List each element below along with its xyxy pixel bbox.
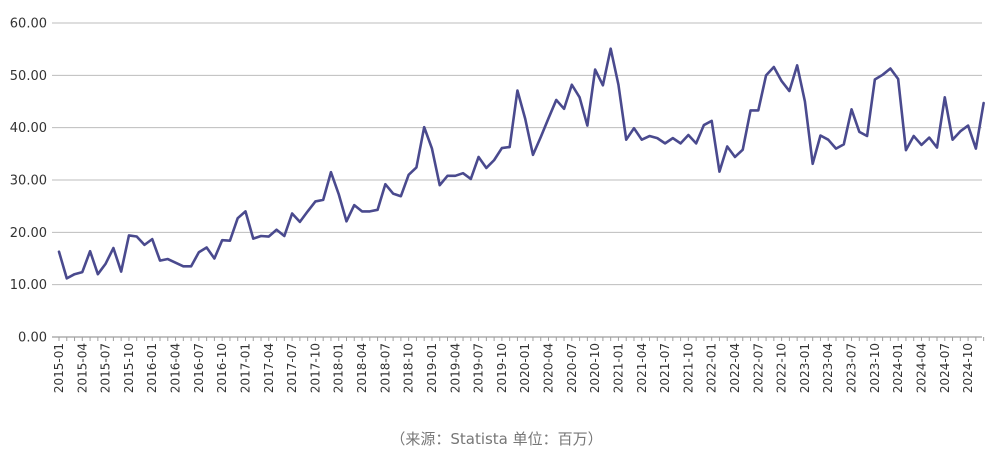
x-tick-label: 2018-10: [402, 343, 416, 393]
x-tick-label: 2018-04: [355, 343, 369, 393]
x-tick-label: 2019-01: [425, 343, 439, 393]
x-tick-label: 2018-07: [378, 343, 392, 393]
x-tick-label: 2024-10: [961, 343, 975, 393]
x-tick-label: 2020-07: [565, 343, 579, 393]
x-tick-label: 2015-10: [122, 343, 136, 393]
series-line: [57, 47, 985, 280]
x-tick-label: 2021-04: [635, 343, 649, 393]
x-axis: [52, 336, 985, 341]
x-tick-label: 2020-04: [542, 343, 556, 393]
x-tick-label: 2015-01: [52, 343, 66, 393]
x-tick-label: 2024-04: [914, 343, 928, 393]
x-tick-label: 2017-01: [238, 343, 252, 393]
x-tick-label: 2019-04: [448, 343, 462, 393]
x-tick-label: 2022-07: [751, 343, 765, 393]
x-tick-label: 2015-07: [99, 343, 113, 393]
x-tick-label: 2018-01: [332, 343, 346, 393]
x-tick-label: 2023-07: [845, 343, 859, 393]
x-tick-label: 2020-01: [518, 343, 532, 393]
x-tick-label: 2023-10: [868, 343, 882, 393]
x-axis-ticks: 2015-01 2015-04 2015-07 2015-10 2016-01 2016-…: [52, 343, 975, 393]
x-tick-label: 2016-01: [145, 343, 159, 393]
x-tick-label: 2024-01: [891, 343, 905, 393]
y-tick-label: 50.00: [10, 69, 47, 84]
x-tick-label: 2023-01: [798, 343, 812, 393]
gridlines: [52, 22, 982, 286]
y-tick-label: 60.00: [10, 17, 47, 32]
x-tick-label: 2019-07: [472, 343, 486, 393]
x-tick-label: 2023-04: [821, 343, 835, 393]
source-caption: （来源：Statista 单位：百万）: [390, 430, 603, 448]
x-tick-label: 2021-07: [658, 343, 672, 393]
x-tick-label: 2021-01: [611, 343, 625, 393]
x-tick-label: 2022-10: [775, 343, 789, 393]
x-tick-label: 2021-10: [681, 343, 695, 393]
y-tick-label: 0.00: [18, 331, 47, 346]
y-tick-label: 10.00: [10, 278, 47, 293]
x-tick-label: 2017-04: [262, 343, 276, 393]
series-group: [57, 47, 985, 280]
x-tick-label: 2017-07: [285, 343, 299, 393]
x-tick-label: 2016-10: [215, 343, 229, 393]
x-tick-label: 2022-04: [728, 343, 742, 393]
x-tick-label: 2016-04: [169, 343, 183, 393]
x-tick-label: 2024-07: [938, 343, 952, 393]
x-tick-label: 2022-01: [705, 343, 719, 393]
x-tick-label: 2020-10: [588, 343, 602, 393]
line-chart: 0.00 10.00 20.00 30.00 40.00 50.00 60.00 2015-…: [10, 17, 985, 393]
x-tick-label: 2016-07: [192, 343, 206, 393]
x-tick-label: 2015-04: [75, 343, 89, 393]
x-tick-label: 2019-10: [495, 343, 509, 393]
y-tick-label: 20.00: [10, 226, 47, 241]
y-tick-label: 30.00: [10, 174, 47, 189]
y-axis-ticks: 0.00 10.00 20.00 30.00 40.00 50.00 60.00: [10, 17, 47, 346]
x-tick-label: 2017-10: [308, 343, 322, 393]
y-tick-label: 40.00: [10, 121, 47, 136]
